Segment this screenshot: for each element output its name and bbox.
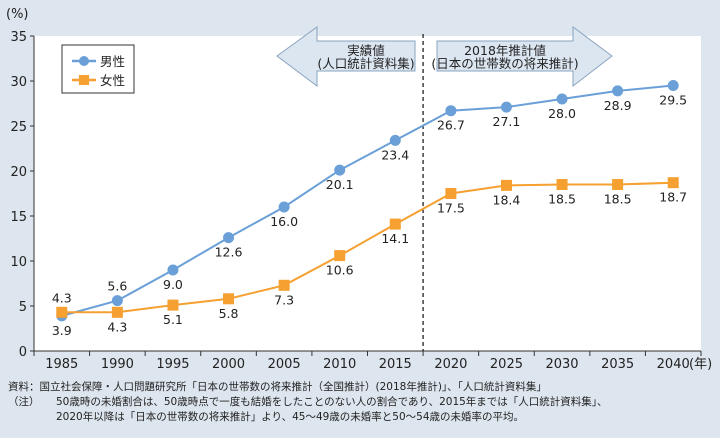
legend-male-marker <box>79 56 89 66</box>
female-point <box>278 279 290 291</box>
projection-label-line1: 2018年推計値 <box>464 43 546 58</box>
y-tick-label: 35 <box>10 30 27 45</box>
female-point <box>389 218 401 230</box>
y-tick-label: 10 <box>10 255 27 270</box>
data-label: 12.6 <box>215 245 243 260</box>
female-point <box>500 179 512 191</box>
data-label: 18.5 <box>548 192 576 207</box>
data-label: 18.7 <box>659 190 687 205</box>
data-label: 23.4 <box>381 147 409 162</box>
data-label: 9.0 <box>163 277 183 292</box>
notes: 資料：国立社会保障・人口問題研究所「日本の世帯数の将来推計（全国推計）(2018… <box>8 380 608 425</box>
data-label: 17.5 <box>437 201 465 216</box>
y-axis-unit: (%) <box>6 7 29 22</box>
male-point <box>556 93 568 105</box>
x-tick-label: 2010 <box>323 357 356 372</box>
female-point <box>556 179 568 190</box>
x-tick-label: 2015 <box>379 357 412 372</box>
data-label: 26.7 <box>437 118 465 133</box>
male-point <box>223 232 235 244</box>
data-label: 28.0 <box>548 106 576 121</box>
note-label: （注） <box>8 396 40 408</box>
male-point <box>612 85 624 97</box>
female-point <box>334 250 346 262</box>
x-tick-label: 2030 <box>545 357 578 372</box>
female-point <box>111 306 123 318</box>
female-point <box>612 179 624 190</box>
x-tick-label: 1990 <box>101 357 134 372</box>
data-label: 16.0 <box>270 214 298 229</box>
data-label: 4.3 <box>107 319 127 334</box>
x-tick-label: 2025 <box>490 357 523 372</box>
actual-label-line1: 実績値 <box>347 43 385 58</box>
data-label: 7.3 <box>274 292 294 307</box>
projection-arrow <box>436 26 613 88</box>
x-tick-label: 2020 <box>434 357 467 372</box>
female-point <box>56 306 68 318</box>
female-point <box>667 177 679 189</box>
male-point <box>334 164 346 176</box>
note-line-1: （注） 50歳時の未婚割合は、50歳時点で一度も結婚をしたことのない人の割合であり… <box>8 395 608 410</box>
x-tick-label: 2040 <box>657 357 690 372</box>
data-label: 28.9 <box>604 98 632 113</box>
series-line-female <box>61 181 674 314</box>
male-point <box>111 295 123 307</box>
projection-label-line2: (日本の世帯数の将来推計) <box>431 56 578 71</box>
male-point <box>500 101 512 113</box>
data-label: 20.1 <box>326 177 354 192</box>
x-tick-label: 2005 <box>268 357 301 372</box>
y-tick-label: 15 <box>10 210 27 225</box>
source-note: 資料：国立社会保障・人口問題研究所「日本の世帯数の将来推計（全国推計）(2018… <box>8 381 547 393</box>
male-point <box>445 105 457 117</box>
female-point <box>445 188 457 199</box>
y-tick-label: 0 <box>19 345 27 360</box>
x-tick-label: 2000 <box>212 357 245 372</box>
series-line-male <box>61 84 674 317</box>
data-label: 18.5 <box>604 192 632 207</box>
y-tick-label: 20 <box>10 165 27 180</box>
data-label: 4.3 <box>52 290 72 305</box>
data-label: 5.1 <box>163 312 183 327</box>
male-point <box>667 80 679 91</box>
x-tick-label: 1995 <box>156 357 189 372</box>
data-label: 5.6 <box>107 279 127 294</box>
legend-female-label: 女性 <box>100 73 125 88</box>
male-point <box>389 134 401 146</box>
y-tick-label: 25 <box>10 120 27 135</box>
legend-male-label: 男性 <box>100 54 125 69</box>
actual-arrow <box>276 26 416 87</box>
plot-area <box>34 36 701 351</box>
legend: 男性 女性 <box>61 44 135 94</box>
male-point <box>167 264 179 276</box>
data-label: 27.1 <box>493 114 521 129</box>
data-label: 18.4 <box>493 192 521 207</box>
data-label: 10.6 <box>326 263 354 278</box>
data-label: 5.8 <box>219 306 239 321</box>
legend-box <box>61 44 135 94</box>
female-point <box>223 293 235 305</box>
x-axis-unit: (年) <box>689 357 712 372</box>
x-tick-label: 2035 <box>601 357 634 372</box>
note-line-2: 2020年以降は「日本の世帯数の将来推計」より、45～49歳の未婚率と50～54… <box>56 411 525 423</box>
female-point <box>167 299 179 311</box>
note-text-1: 50歳時の未婚割合は、50歳時点で一度も結婚をしたことのない人の割合であり、20… <box>56 396 608 408</box>
data-label: 14.1 <box>381 231 409 246</box>
data-label: 3.9 <box>52 323 72 338</box>
data-label: 29.5 <box>659 93 687 108</box>
actual-label-line2: (人口統計資料集) <box>317 56 414 71</box>
y-tick-label: 30 <box>10 75 27 90</box>
male-point <box>278 201 290 213</box>
y-tick-label: 5 <box>19 300 27 315</box>
legend-female-marker <box>79 75 89 85</box>
x-tick-label: 1985 <box>45 357 78 372</box>
